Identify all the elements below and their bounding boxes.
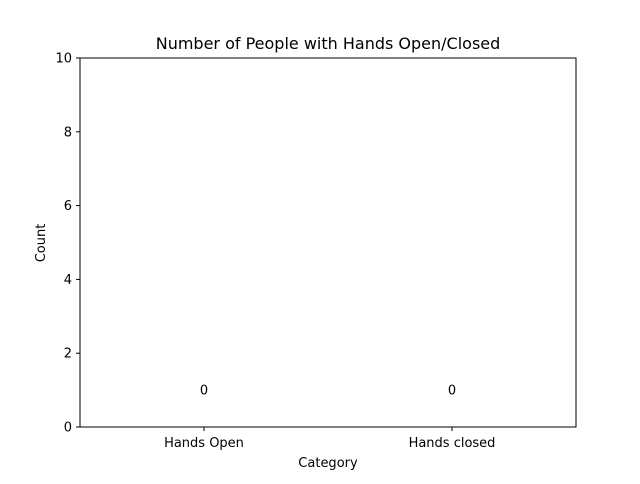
y-axis-label: Count bbox=[34, 224, 49, 263]
bar-value-label: 0 bbox=[200, 384, 208, 399]
y-tick-label: 10 bbox=[55, 52, 72, 67]
x-axis-label: Category bbox=[298, 456, 358, 471]
chart-title: Number of People with Hands Open/Closed bbox=[156, 34, 501, 53]
y-tick-label: 6 bbox=[64, 199, 72, 214]
x-tick-label: Hands closed bbox=[409, 436, 496, 451]
axes-frame bbox=[79, 57, 577, 428]
y-tick-label: 0 bbox=[64, 421, 72, 436]
plot-area: 0 2 4 6 8 10 Hands Open Hands closed 0 0 bbox=[55, 52, 577, 451]
x-tick-label: Hands Open bbox=[164, 436, 244, 451]
y-tick-label: 4 bbox=[64, 273, 72, 288]
y-tick-label: 8 bbox=[64, 125, 72, 140]
y-tick-label: 2 bbox=[64, 347, 72, 362]
bar-value-label: 0 bbox=[448, 384, 456, 399]
